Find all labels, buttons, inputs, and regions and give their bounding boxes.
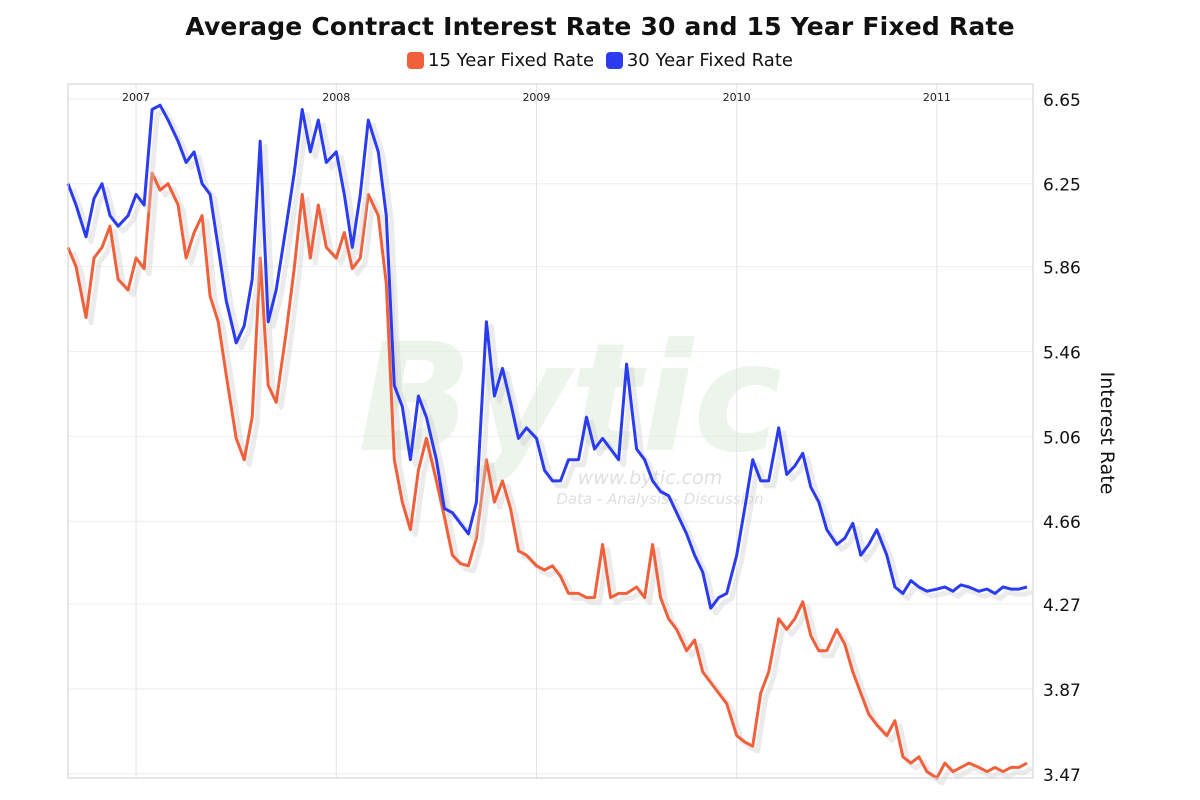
plot-frame bbox=[67, 83, 1034, 779]
x-axis: 2007 2008 2009 2010 2011 bbox=[122, 91, 951, 104]
legend-item-30yr[interactable]: 30 Year Fixed Rate bbox=[605, 50, 793, 71]
x-tick-label-2007: 2007 bbox=[122, 91, 150, 104]
y-tick-label-3.87: 3.87 bbox=[1043, 681, 1081, 701]
series-line-15yr bbox=[66, 171, 1028, 780]
legend-swatch-15yr bbox=[407, 52, 425, 69]
x-tick-label-2011: 2011 bbox=[923, 91, 951, 104]
series-line-30yr bbox=[66, 103, 1028, 610]
chart-title: Average Contract Interest Rate 30 and 15… bbox=[185, 12, 1015, 41]
legend-label-15yr: 15 Year Fixed Rate bbox=[428, 50, 595, 71]
x-tick-label-2010: 2010 bbox=[723, 91, 751, 104]
x-tick-label-2009: 2009 bbox=[522, 91, 550, 104]
legend-swatch-30yr bbox=[605, 52, 623, 69]
y-tick-label-4.66: 4.66 bbox=[1043, 513, 1081, 533]
legend-label-30yr: 30 Year Fixed Rate bbox=[626, 50, 793, 71]
y-tick-label-3.47: 3.47 bbox=[1043, 766, 1081, 786]
y-tick-label-4.27: 4.27 bbox=[1043, 596, 1081, 616]
y-tick-label-5.06: 5.06 bbox=[1043, 428, 1081, 448]
legend: 15 Year Fixed Rate 30 Year Fixed Rate bbox=[0, 50, 1200, 74]
series-shadow-0 bbox=[70, 175, 1034, 786]
y-tick-label-6.65: 6.65 bbox=[1043, 91, 1081, 111]
legend-item-15yr[interactable]: 15 Year Fixed Rate bbox=[407, 50, 594, 71]
series-layer bbox=[66, 103, 1034, 786]
y-axis: 6.65 6.25 5.86 5.46 5.06 4.66 4.27 3.87 3.47 bbox=[1043, 91, 1081, 786]
y-tick-label-5.46: 5.46 bbox=[1043, 343, 1081, 363]
y-axis-label: Interest Rate bbox=[1096, 371, 1118, 495]
watermark-tagline: Data - Analysis - Discussion bbox=[556, 490, 763, 508]
grid bbox=[68, 84, 1033, 778]
x-tick-label-2008: 2008 bbox=[322, 91, 350, 104]
y-tick-label-5.86: 5.86 bbox=[1043, 259, 1081, 279]
watermark-logo-text: Bytic bbox=[358, 312, 782, 486]
y-tick-label-6.25: 6.25 bbox=[1043, 176, 1081, 196]
